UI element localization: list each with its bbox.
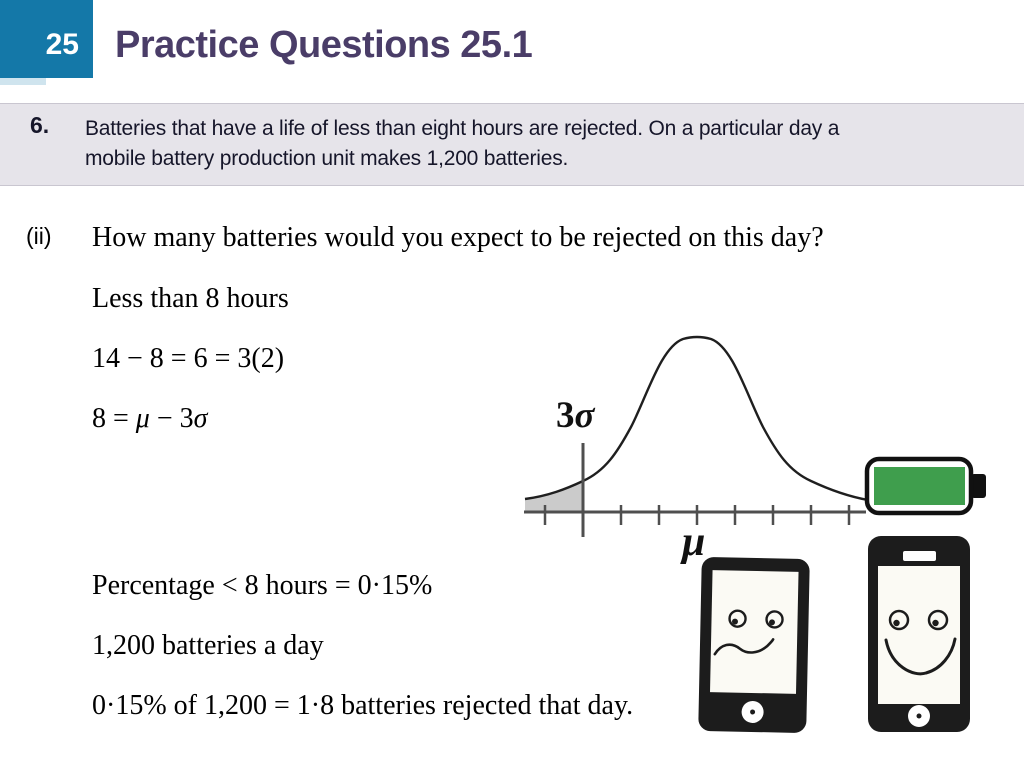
right-eye xyxy=(765,610,784,629)
page-number-box: 25 xyxy=(0,0,93,78)
battery-terminal xyxy=(971,474,986,498)
working-step-1: Less than 8 hours xyxy=(92,283,289,314)
question-number: 6. xyxy=(30,112,50,138)
smile-mouth xyxy=(884,637,957,676)
right-pupil xyxy=(932,619,939,627)
slide-title: Practice Questions 25.1 xyxy=(115,24,533,66)
confused-phone-icon xyxy=(698,557,810,733)
right-eye xyxy=(927,609,949,631)
three-sigma-number: 3 xyxy=(556,395,575,436)
working-step-4: Percentage < 8 hours = 0·15% xyxy=(92,570,433,601)
normal-distribution-figure xyxy=(524,335,869,537)
working-step-3: 8 = μ − 3σ xyxy=(92,403,207,435)
working-step-5: 1,200 batteries a day xyxy=(92,630,324,661)
happy-phone-icon xyxy=(868,536,970,732)
three-sigma-symbol: σ xyxy=(574,395,595,436)
left-eye xyxy=(888,609,910,631)
battery-body xyxy=(864,456,974,516)
question-band xyxy=(0,103,1024,186)
three-sigma-label: 3σ xyxy=(556,394,594,437)
header-accent-light xyxy=(0,78,46,85)
phone-screen xyxy=(878,566,960,704)
battery-charge-level xyxy=(874,467,965,505)
step3-mid: − 3 xyxy=(149,403,194,434)
question-text-line1: Batteries that have a life of less than … xyxy=(85,117,840,140)
question-text: Batteries that have a life of less than … xyxy=(85,114,985,174)
mu-label: μ xyxy=(682,519,706,565)
step3-pre: 8 = xyxy=(92,403,136,434)
battery-icon xyxy=(864,456,986,516)
part-label: (ii) xyxy=(26,223,52,249)
phone-body xyxy=(698,557,810,733)
left-pupil xyxy=(731,618,738,625)
home-button xyxy=(908,705,930,727)
home-button-dot xyxy=(916,713,922,719)
shaded-left-tail xyxy=(525,481,583,511)
working-step-6: 0·15% of 1,200 = 1·8 batteries rejected … xyxy=(92,690,634,721)
left-pupil xyxy=(893,619,900,627)
left-eye xyxy=(728,609,747,628)
step3-mu: μ xyxy=(135,403,150,434)
part-prompt: How many batteries would you expect to b… xyxy=(92,222,824,253)
phone-speaker xyxy=(903,551,936,561)
question-text-line2: mobile battery production unit makes 1,2… xyxy=(85,147,569,170)
home-button xyxy=(741,700,764,723)
step3-sigma: σ xyxy=(193,403,208,434)
home-button-dot xyxy=(750,709,756,715)
working-step-2: 14 − 8 = 6 = 3(2) xyxy=(92,343,285,374)
page-number: 25 xyxy=(45,28,79,61)
confused-mouth xyxy=(713,638,775,656)
phone-screen xyxy=(710,570,799,694)
phone-body xyxy=(868,536,970,732)
right-pupil xyxy=(768,619,775,626)
